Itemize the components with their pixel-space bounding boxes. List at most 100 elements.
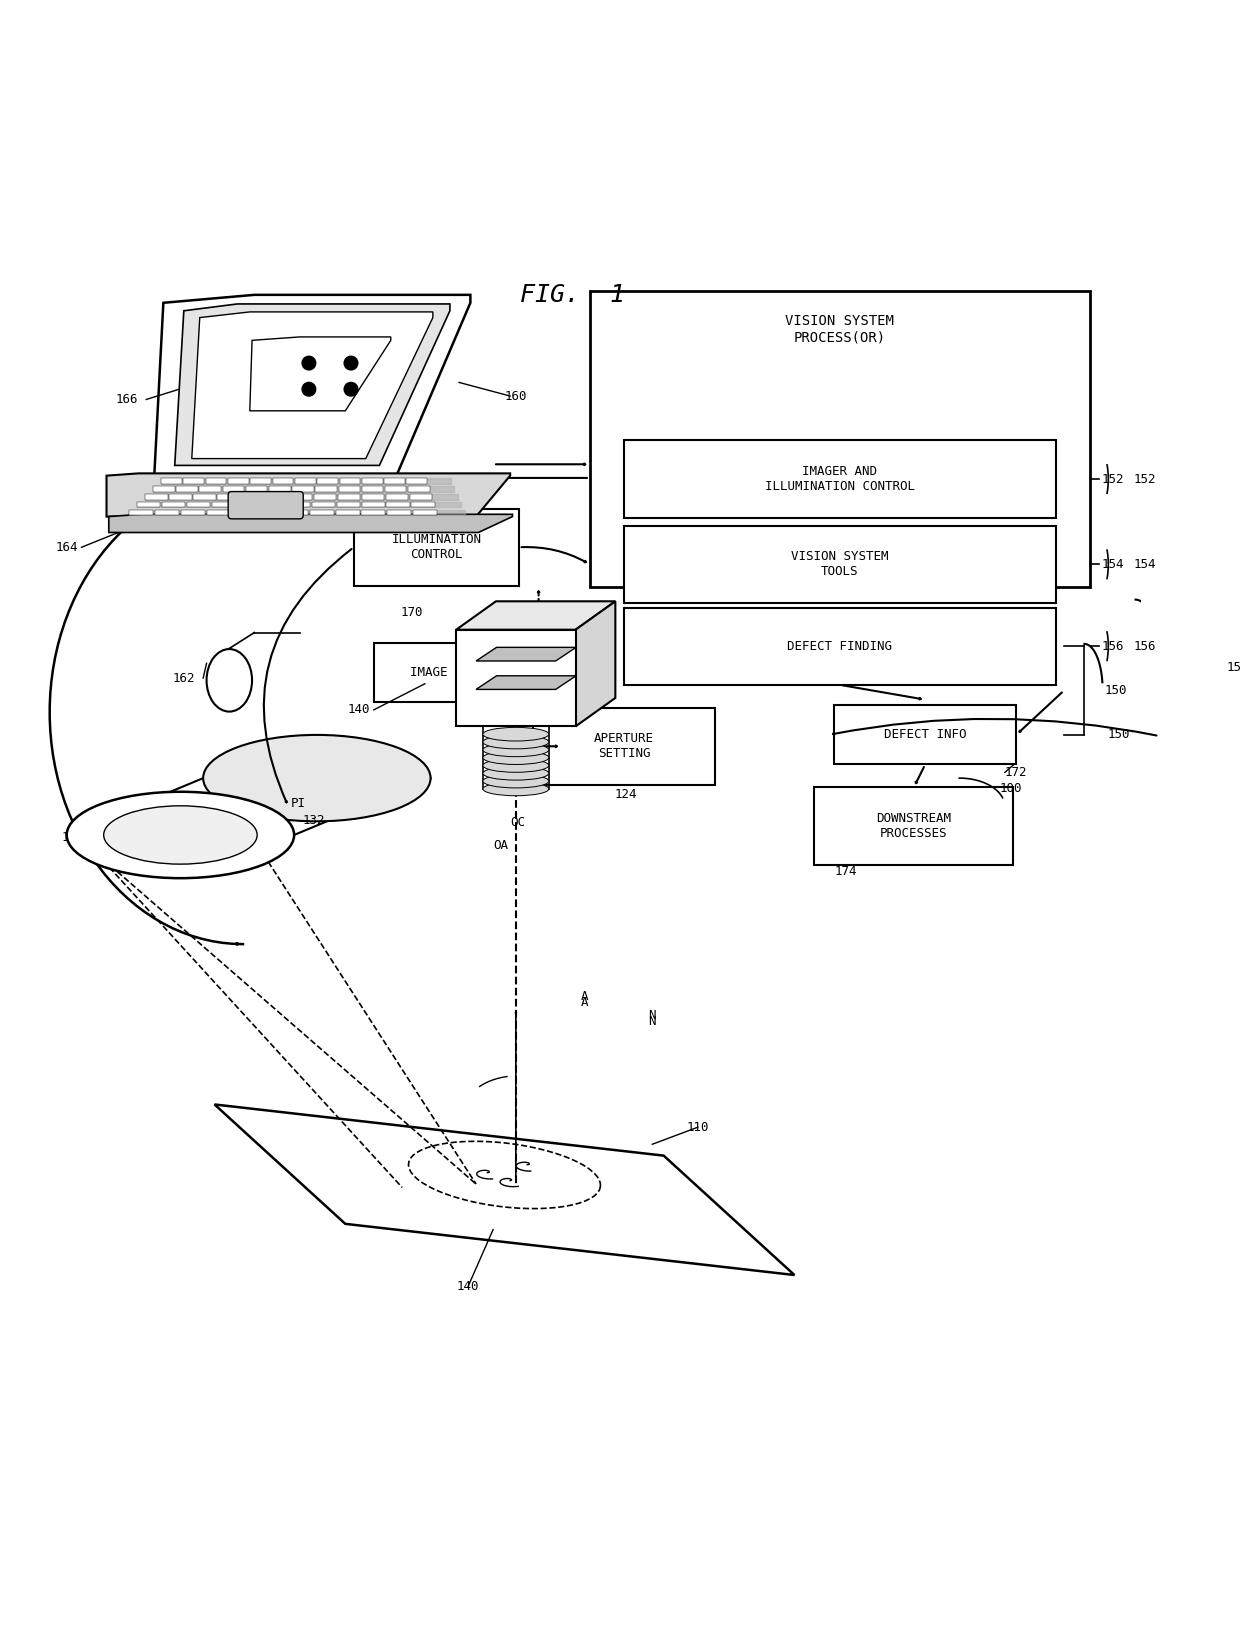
Text: N: N [649, 1010, 656, 1023]
Text: 132: 132 [303, 813, 325, 826]
Text: 172: 172 [1004, 766, 1027, 779]
Polygon shape [289, 494, 311, 500]
Polygon shape [109, 515, 512, 533]
Text: 150: 150 [1226, 661, 1240, 674]
Polygon shape [184, 477, 205, 484]
Polygon shape [215, 1104, 795, 1276]
Polygon shape [217, 494, 239, 500]
Polygon shape [162, 502, 185, 508]
FancyBboxPatch shape [228, 492, 304, 520]
Circle shape [345, 357, 358, 370]
Text: A: A [580, 995, 588, 1008]
Text: IMAGER AND
ILLUMINATION CONTROL: IMAGER AND ILLUMINATION CONTROL [765, 464, 915, 494]
Polygon shape [476, 676, 577, 689]
Polygon shape [193, 494, 216, 500]
Polygon shape [207, 510, 231, 515]
Text: 140: 140 [347, 704, 371, 717]
Polygon shape [242, 494, 264, 500]
Polygon shape [336, 502, 360, 508]
FancyBboxPatch shape [624, 526, 1056, 603]
Polygon shape [176, 485, 198, 492]
Polygon shape [206, 477, 227, 484]
Ellipse shape [482, 751, 549, 764]
Polygon shape [273, 477, 294, 484]
Text: 140: 140 [456, 1280, 480, 1293]
Text: 174: 174 [835, 865, 857, 878]
Text: 154: 154 [1133, 557, 1156, 570]
FancyBboxPatch shape [624, 608, 1056, 684]
Text: VISION SYSTEM
TOOLS: VISION SYSTEM TOOLS [791, 551, 889, 578]
Polygon shape [249, 337, 391, 411]
Ellipse shape [482, 743, 549, 756]
Text: DEFECT INFO: DEFECT INFO [884, 728, 966, 741]
Text: FIG.  1: FIG. 1 [521, 283, 625, 306]
Polygon shape [456, 601, 615, 630]
Text: DEFECT FINDING: DEFECT FINDING [787, 640, 893, 653]
Ellipse shape [67, 792, 294, 878]
FancyBboxPatch shape [835, 705, 1016, 764]
Polygon shape [145, 494, 167, 500]
Polygon shape [212, 502, 236, 508]
Polygon shape [293, 485, 314, 492]
Text: 160: 160 [505, 389, 527, 402]
Ellipse shape [482, 728, 549, 741]
Text: IMAGE DATA: IMAGE DATA [410, 666, 485, 679]
Polygon shape [413, 510, 436, 515]
Ellipse shape [482, 774, 549, 788]
Polygon shape [386, 494, 408, 500]
Polygon shape [228, 477, 249, 484]
Polygon shape [408, 485, 429, 492]
Polygon shape [187, 502, 211, 508]
Text: 170: 170 [401, 606, 423, 619]
Polygon shape [138, 502, 160, 508]
Text: 152: 152 [1133, 472, 1156, 485]
Polygon shape [161, 477, 182, 484]
Polygon shape [223, 485, 244, 492]
Text: OI: OI [172, 806, 188, 819]
Polygon shape [129, 510, 154, 515]
Polygon shape [456, 630, 575, 727]
Polygon shape [387, 510, 412, 515]
Polygon shape [200, 485, 221, 492]
Polygon shape [237, 502, 260, 508]
Text: N: N [649, 1015, 656, 1028]
Polygon shape [384, 485, 407, 492]
Polygon shape [192, 311, 433, 459]
Ellipse shape [482, 735, 549, 749]
Text: 156: 156 [1101, 640, 1123, 653]
Polygon shape [284, 510, 308, 515]
Polygon shape [362, 510, 386, 515]
Ellipse shape [104, 806, 257, 863]
Text: DOWNSTREAM
PROCESSES: DOWNSTREAM PROCESSES [877, 811, 951, 841]
FancyBboxPatch shape [533, 707, 714, 785]
Text: ILLUMINATION
CONTROL: ILLUMINATION CONTROL [392, 533, 481, 562]
Polygon shape [387, 502, 409, 508]
Text: A: A [580, 990, 588, 1003]
Text: VISION SYSTEM
PROCESS(OR): VISION SYSTEM PROCESS(OR) [785, 314, 894, 344]
FancyBboxPatch shape [815, 787, 1013, 865]
FancyBboxPatch shape [590, 292, 1090, 586]
Text: 100: 100 [999, 782, 1022, 795]
Polygon shape [314, 494, 336, 500]
Text: 156: 156 [1133, 640, 1156, 653]
Polygon shape [295, 477, 316, 484]
Polygon shape [575, 601, 615, 727]
Text: 166: 166 [115, 393, 139, 406]
Polygon shape [362, 502, 384, 508]
Text: 124: 124 [615, 787, 637, 800]
Polygon shape [269, 485, 290, 492]
Polygon shape [407, 477, 427, 484]
Polygon shape [362, 485, 383, 492]
Text: 110: 110 [687, 1121, 709, 1134]
Polygon shape [250, 477, 272, 484]
Ellipse shape [482, 782, 549, 795]
Polygon shape [246, 485, 268, 492]
Text: PI: PI [290, 797, 305, 810]
Text: P: P [518, 678, 526, 687]
Polygon shape [337, 494, 360, 500]
Text: OA: OA [494, 839, 508, 852]
Text: 130: 130 [61, 831, 84, 844]
Polygon shape [286, 502, 310, 508]
Polygon shape [362, 477, 382, 484]
Polygon shape [107, 474, 510, 516]
